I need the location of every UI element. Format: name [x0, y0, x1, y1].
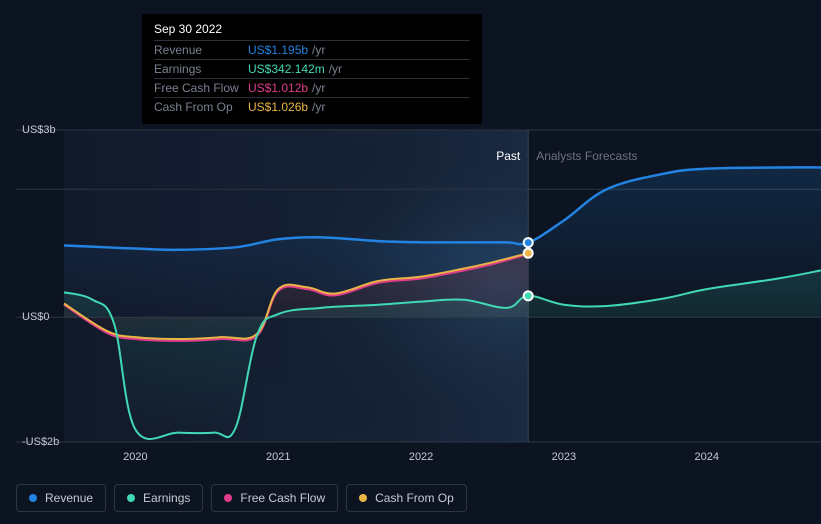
- legend-item-label: Cash From Op: [375, 491, 454, 505]
- x-axis-label: 2024: [694, 451, 718, 463]
- legend-item[interactable]: Cash From Op: [346, 484, 467, 512]
- tooltip-row-unit: /yr: [312, 43, 325, 57]
- legend-dot-icon: [224, 494, 232, 502]
- x-axis-label: 2023: [552, 451, 576, 463]
- x-axis-label: 2020: [123, 451, 147, 463]
- tooltip-row-value: US$1.026b: [248, 100, 308, 114]
- tooltip-row: Free Cash FlowUS$1.012b/yr: [154, 78, 470, 97]
- tooltip-row: RevenueUS$1.195b/yr: [154, 40, 470, 59]
- past-label: Past: [496, 149, 520, 163]
- tooltip-row-value: US$1.012b: [248, 81, 308, 95]
- legend-dot-icon: [359, 494, 367, 502]
- tooltip-row-label: Revenue: [154, 43, 248, 57]
- y-axis-label: US$3b: [22, 124, 56, 136]
- chart-legend: Revenue Earnings Free Cash Flow Cash From O…: [16, 484, 467, 512]
- legend-item-label: Revenue: [45, 491, 93, 505]
- tooltip-title: Sep 30 2022: [154, 22, 470, 36]
- x-axis-label: 2021: [266, 451, 290, 463]
- tooltip-row-unit: /yr: [312, 100, 325, 114]
- chart-marker: [524, 291, 533, 300]
- forecast-label: Analysts Forecasts: [536, 149, 637, 163]
- tooltip-row-label: Free Cash Flow: [154, 81, 248, 95]
- tooltip-row: EarningsUS$342.142m/yr: [154, 59, 470, 78]
- legend-dot-icon: [29, 494, 37, 502]
- y-axis-label: US$0: [22, 311, 50, 323]
- tooltip-row: Cash From OpUS$1.026b/yr: [154, 97, 470, 116]
- x-axis-label: 2022: [409, 451, 433, 463]
- legend-item-label: Earnings: [143, 491, 190, 505]
- tooltip-row-label: Cash From Op: [154, 100, 248, 114]
- tooltip-row-value: US$1.195b: [248, 43, 308, 57]
- y-axis-label: -US$2b: [22, 436, 59, 448]
- legend-item-label: Free Cash Flow: [240, 491, 325, 505]
- tooltip-row-value: US$342.142m: [248, 62, 325, 76]
- legend-item[interactable]: Free Cash Flow: [211, 484, 338, 512]
- chart-tooltip: Sep 30 2022 RevenueUS$1.195b/yrEarningsU…: [142, 14, 482, 124]
- chart-marker: [524, 249, 533, 258]
- tooltip-row-unit: /yr: [312, 81, 325, 95]
- chart-marker: [524, 238, 533, 247]
- tooltip-row-unit: /yr: [329, 62, 342, 76]
- legend-dot-icon: [127, 494, 135, 502]
- legend-item[interactable]: Revenue: [16, 484, 106, 512]
- tooltip-row-label: Earnings: [154, 62, 248, 76]
- legend-item[interactable]: Earnings: [114, 484, 203, 512]
